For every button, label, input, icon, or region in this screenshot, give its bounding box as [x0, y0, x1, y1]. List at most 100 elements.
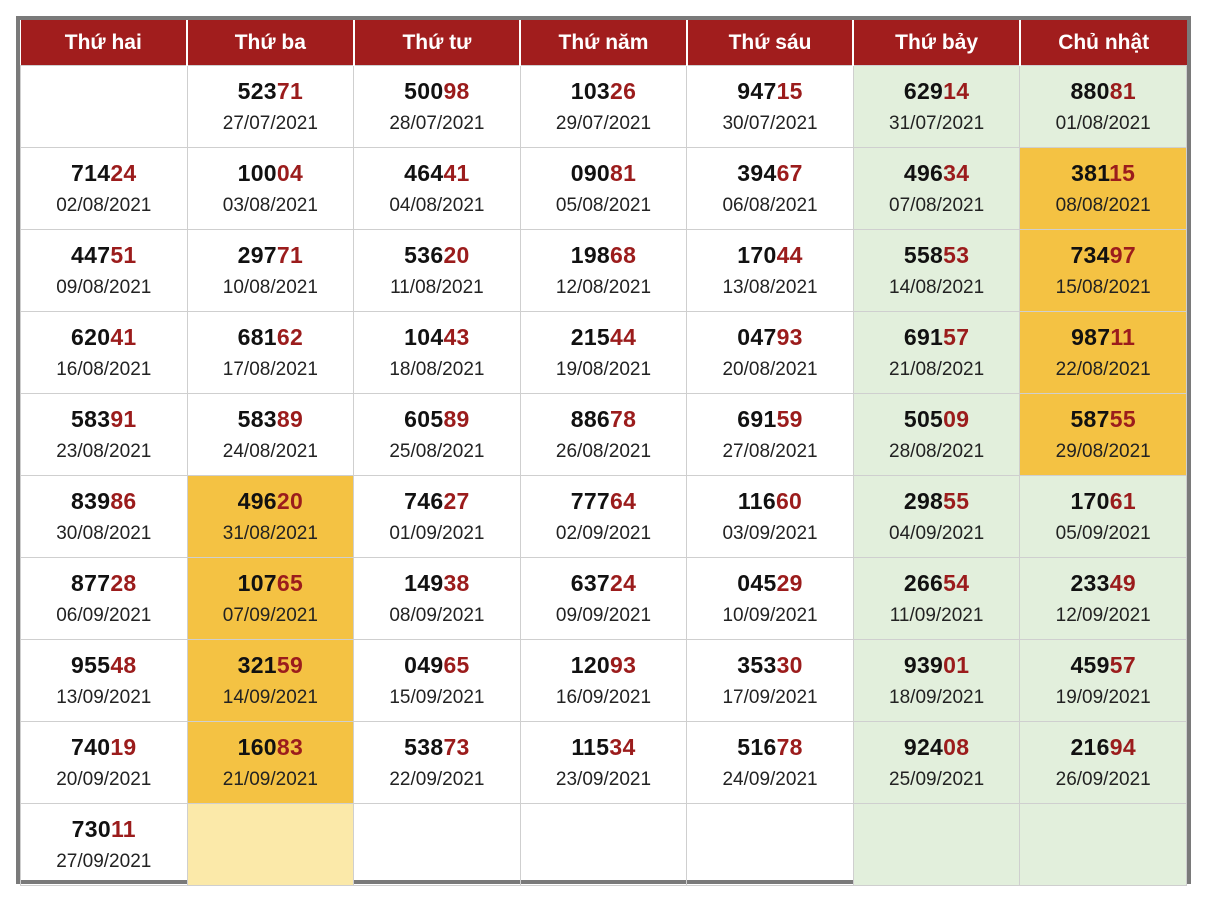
- result-cell: 88081 01/08/2021: [1019, 65, 1187, 148]
- result-cell: 11660 03/09/2021: [686, 475, 854, 558]
- result-number: 38115: [1020, 159, 1186, 187]
- result-number-leading-digits: 987: [1071, 323, 1111, 350]
- empty-cell: [686, 803, 854, 886]
- result-number: 21544: [521, 323, 687, 351]
- result-cell: 68162 17/08/2021: [186, 311, 355, 394]
- result-date: 13/09/2021: [56, 686, 152, 708]
- result-number: 87728: [21, 569, 187, 597]
- result-number-last-two-digits: 89: [443, 405, 470, 432]
- result-number-leading-digits: 107: [237, 569, 277, 596]
- result-cell: 51678 24/09/2021: [686, 721, 854, 804]
- result-cell: 98711 22/08/2021: [1019, 311, 1187, 394]
- result-number: 11660: [687, 487, 853, 515]
- result-number-last-two-digits: 54: [943, 569, 970, 596]
- result-cell: 49620 31/08/2021: [186, 475, 355, 558]
- result-number-last-two-digits: 08: [943, 733, 970, 760]
- result-number-last-two-digits: 20: [443, 241, 470, 268]
- result-number-leading-digits: 734: [1070, 241, 1110, 268]
- result-date: 31/07/2021: [889, 112, 985, 134]
- result-number: 11534: [521, 733, 687, 761]
- header-tuesday: Thứ ba: [187, 20, 355, 66]
- result-cell: 21694 26/09/2021: [1019, 721, 1187, 804]
- calendar-week-row: 83986 30/08/2021 49620 31/08/2021 74627 01/09…: [20, 475, 1187, 558]
- result-date: 16/08/2021: [56, 358, 152, 380]
- calendar-week-row: 58391 23/08/2021 58389 24/08/2021 60589 25/08…: [20, 393, 1187, 476]
- result-cell: 53873 22/09/2021: [353, 721, 521, 804]
- result-cell: 12093 16/09/2021: [519, 639, 688, 722]
- result-number-last-two-digits: 41: [443, 159, 470, 186]
- empty-cell: [852, 803, 1021, 886]
- result-date: 01/09/2021: [389, 522, 485, 544]
- result-cell: 88678 26/08/2021: [519, 393, 688, 476]
- result-number-last-two-digits: 65: [276, 569, 304, 596]
- result-number-last-two-digits: 97: [1109, 241, 1136, 268]
- result-cell: 09081 05/08/2021: [519, 147, 688, 230]
- result-date: 16/09/2021: [555, 686, 652, 708]
- header-friday: Thứ sáu: [686, 20, 855, 66]
- result-number-last-two-digits: 30: [776, 651, 803, 678]
- header-saturday: Thứ bảy: [853, 20, 1021, 66]
- result-number: 58389: [188, 405, 354, 433]
- result-number-leading-digits: 100: [237, 159, 277, 186]
- result-date: 11/08/2021: [390, 276, 484, 298]
- result-number: 35330: [687, 651, 853, 679]
- result-number-last-two-digits: 67: [776, 159, 803, 186]
- result-number-leading-digits: 170: [1070, 487, 1110, 514]
- calendar-week-row: 73011 27/09/2021: [20, 803, 1187, 886]
- result-number: 49620: [188, 487, 354, 515]
- result-number-leading-digits: 730: [71, 815, 111, 842]
- result-number-last-two-digits: 61: [1109, 487, 1136, 514]
- result-date: 19/08/2021: [555, 358, 652, 380]
- result-number-leading-digits: 880: [1070, 77, 1110, 104]
- result-number: 23349: [1020, 569, 1186, 597]
- result-cell: 87728 06/09/2021: [20, 557, 188, 640]
- result-number: 16083: [188, 733, 354, 761]
- result-number-last-two-digits: 91: [110, 405, 137, 432]
- result-number-last-two-digits: 38: [443, 569, 470, 596]
- result-number-leading-digits: 496: [903, 159, 944, 186]
- calendar-week-row: 71424 02/08/2021 10004 03/08/2021 46441 04/08…: [20, 147, 1187, 230]
- result-date: 17/09/2021: [722, 686, 818, 708]
- result-date: 26/08/2021: [555, 440, 652, 462]
- result-number: 10765: [188, 569, 354, 597]
- result-cell: 92408 25/09/2021: [852, 721, 1021, 804]
- result-cell: 73497 15/08/2021: [1019, 229, 1187, 312]
- header-monday: Thứ hai: [20, 20, 189, 66]
- result-cell: 63724 09/09/2021: [519, 557, 688, 640]
- result-number-last-two-digits: 14: [943, 77, 970, 104]
- result-cell: 14938 08/09/2021: [353, 557, 521, 640]
- result-number-leading-digits: 583: [237, 405, 277, 432]
- result-number: 73011: [21, 815, 187, 843]
- result-date: 02/09/2021: [555, 522, 652, 544]
- result-number-last-two-digits: 98: [443, 77, 470, 104]
- result-number: 69157: [854, 323, 1020, 351]
- result-number: 45957: [1020, 651, 1186, 679]
- result-number-leading-digits: 583: [71, 405, 111, 432]
- result-number-last-two-digits: 11: [110, 815, 136, 842]
- weekday-header-row: Thứ hai Thứ ba Thứ tư Thứ năm Thứ sáu Th…: [20, 20, 1187, 66]
- result-number-last-two-digits: 27: [443, 487, 470, 514]
- result-number-leading-digits: 496: [237, 487, 277, 514]
- result-date: 24/08/2021: [222, 440, 318, 462]
- result-number: 88081: [1020, 77, 1186, 105]
- result-cell: 83986 30/08/2021: [20, 475, 188, 558]
- result-number: 50098: [354, 77, 520, 105]
- result-date: 23/08/2021: [56, 440, 152, 462]
- result-number-last-two-digits: 49: [1109, 569, 1136, 596]
- result-cell: 23349 12/09/2021: [1019, 557, 1187, 640]
- header-thursday: Thứ năm: [520, 20, 688, 66]
- result-date: 06/08/2021: [722, 194, 818, 216]
- result-cell: 10326 29/07/2021: [519, 65, 688, 148]
- result-number-last-two-digits: 71: [276, 77, 304, 104]
- result-number: 68162: [188, 323, 354, 351]
- result-date: 28/08/2021: [889, 440, 985, 462]
- result-number-last-two-digits: 34: [609, 733, 636, 760]
- result-number: 52371: [188, 77, 354, 105]
- result-cell: 94715 30/07/2021: [686, 65, 854, 148]
- result-number-leading-digits: 939: [903, 651, 944, 678]
- result-number-last-two-digits: 19: [110, 733, 137, 760]
- result-number-last-two-digits: 89: [276, 405, 304, 432]
- result-cell: 73011 27/09/2021: [20, 803, 188, 886]
- result-cell: 58755 29/08/2021: [1019, 393, 1187, 476]
- result-number-last-two-digits: 15: [776, 77, 803, 104]
